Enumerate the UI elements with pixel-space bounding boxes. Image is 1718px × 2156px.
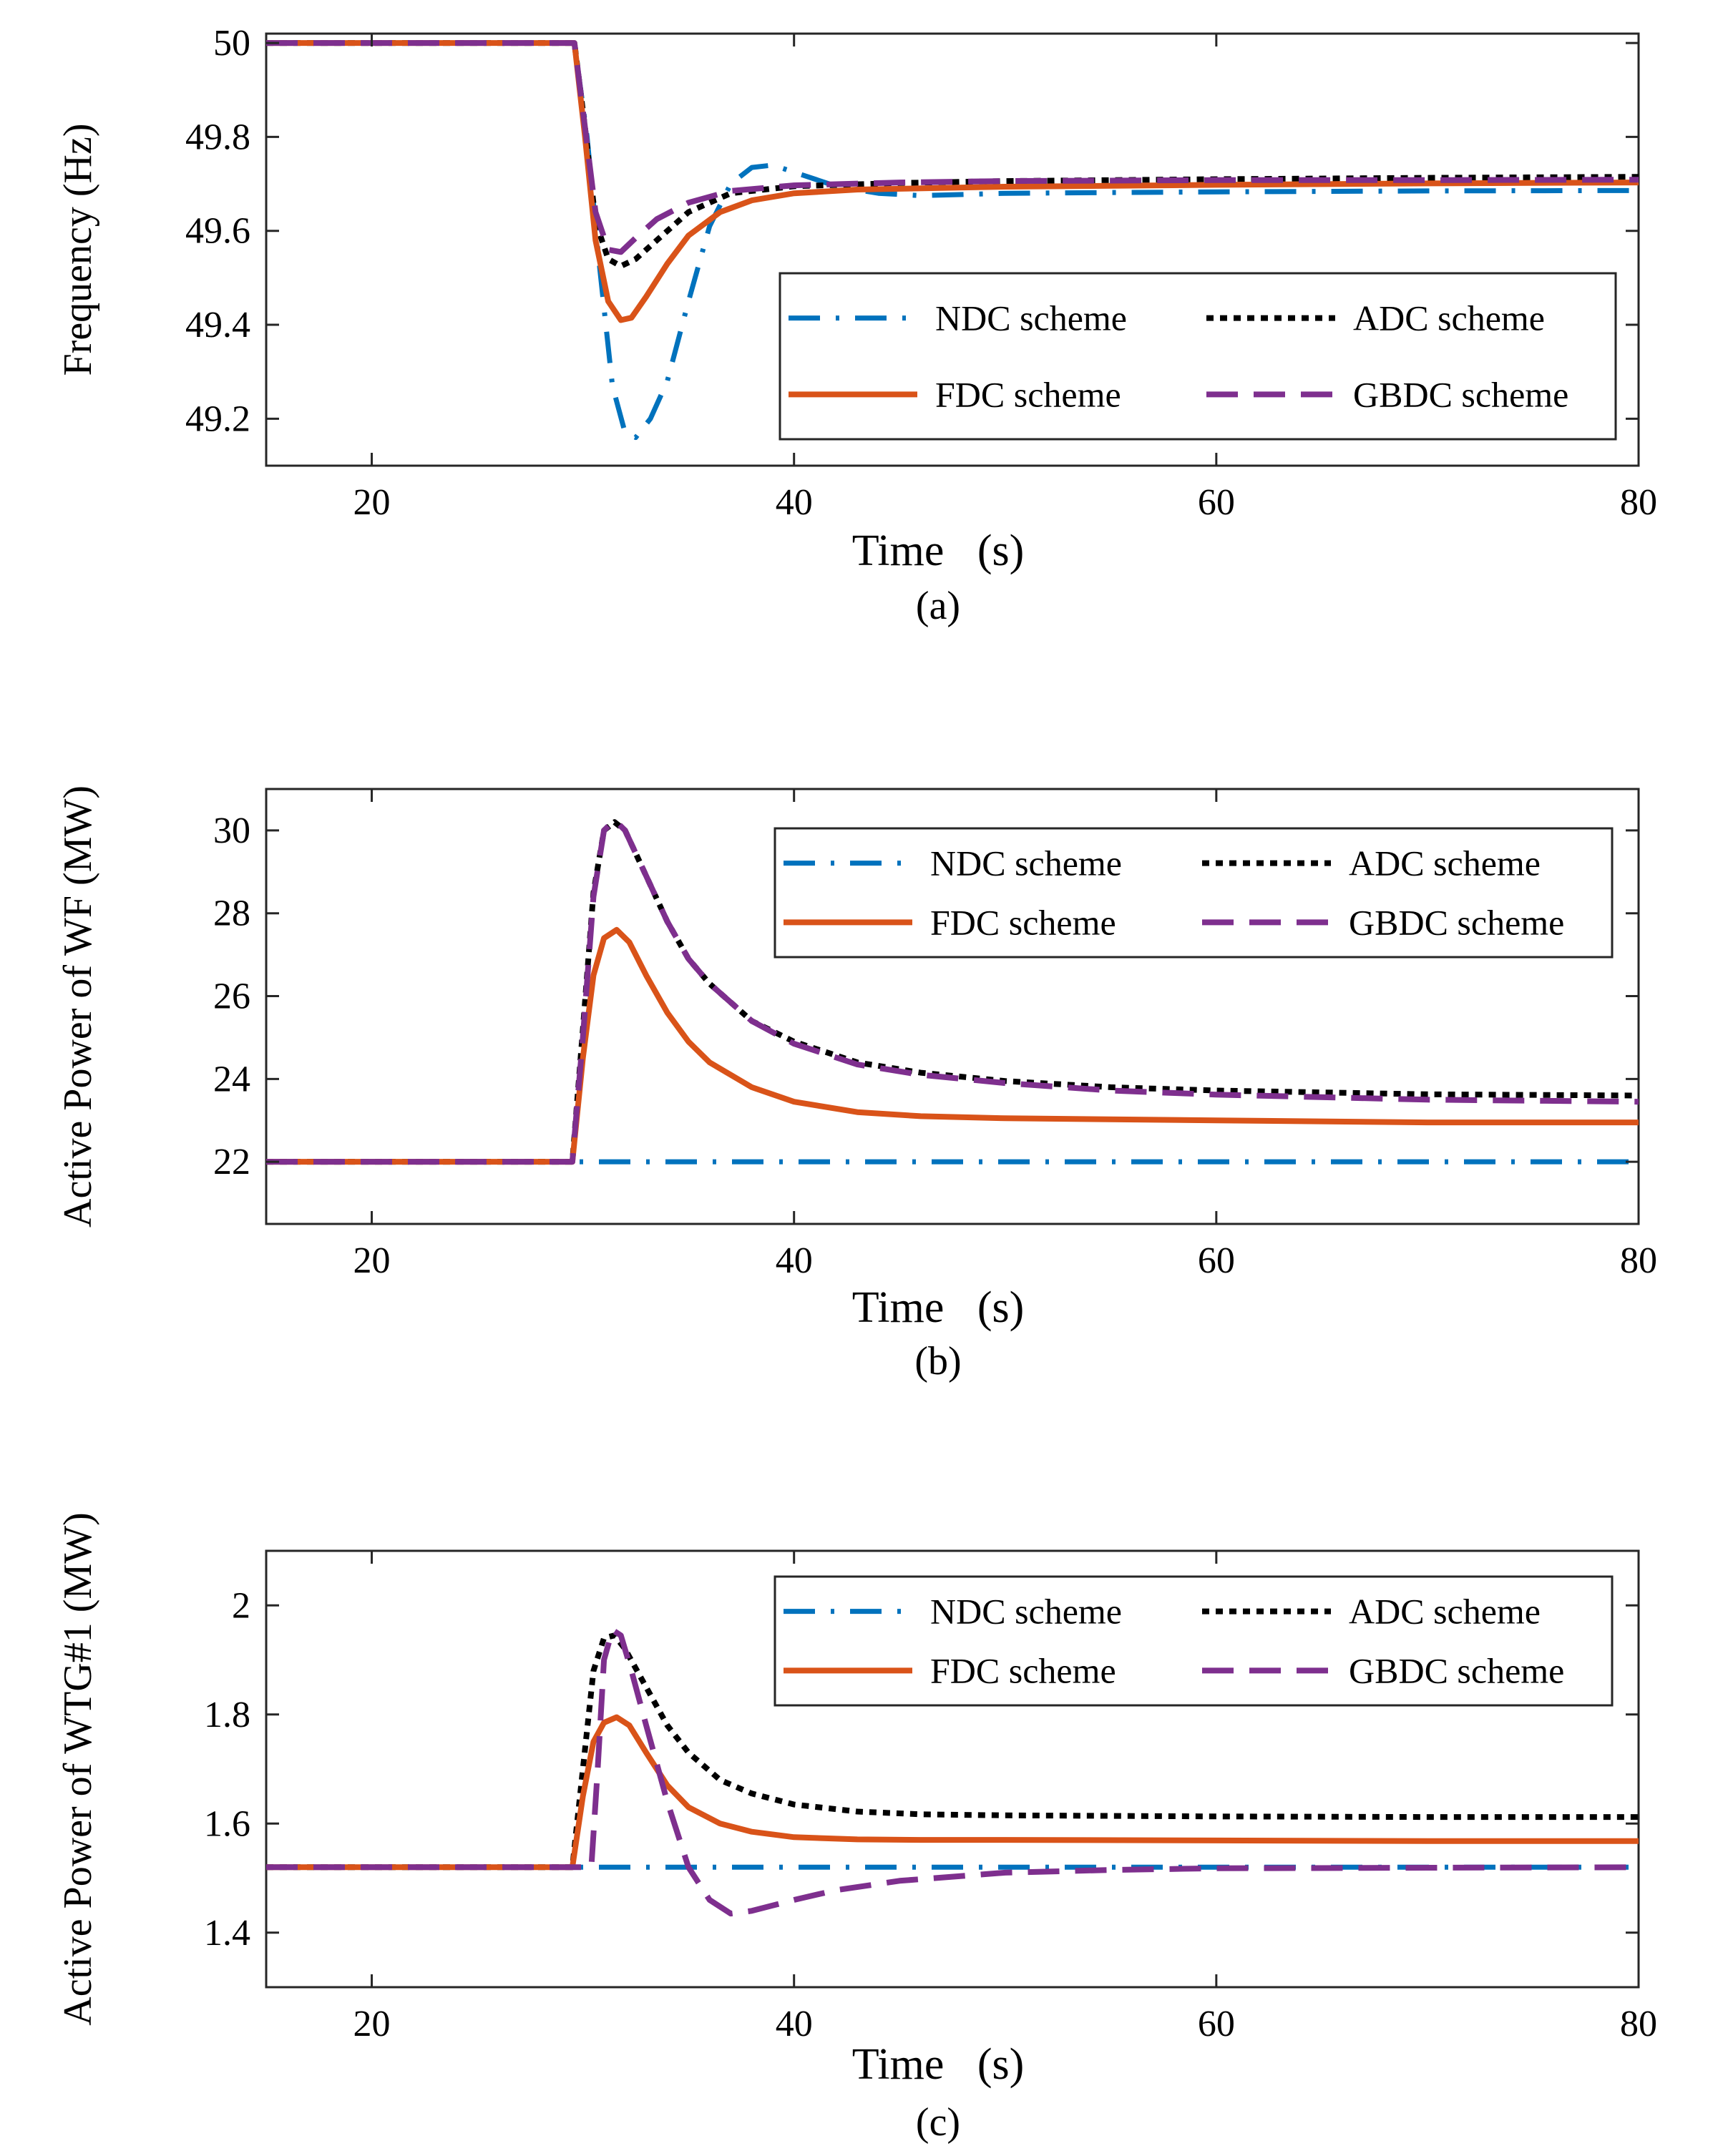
- y-axis-label: Active Power of WF (MW): [56, 785, 100, 1228]
- series-line-gbdc: [266, 40, 1639, 255]
- legend-box: [779, 272, 1617, 441]
- x-tick-label: 80: [1620, 1240, 1657, 1281]
- y-tick-label: 49.4: [185, 305, 250, 346]
- y-tick-label: 49.6: [185, 211, 250, 252]
- y-tick-label: 2: [232, 1585, 250, 1626]
- x-tick-label: 20: [353, 482, 391, 523]
- x-axis-label: Time (s): [852, 2040, 1025, 2089]
- y-tick-label: 49.8: [185, 117, 250, 157]
- legend-label-adc: ADC scheme: [1353, 298, 1545, 338]
- x-tick-label: 40: [776, 482, 813, 523]
- y-tick-label: 50: [213, 23, 250, 64]
- series-line-gbdc: [266, 817, 1639, 1165]
- legend-label-fdc: FDC scheme: [935, 374, 1121, 414]
- x-tick-label: 40: [776, 2004, 813, 2044]
- series-line-adc: [266, 1632, 1639, 1871]
- legend-label-fdc: FDC scheme: [930, 902, 1116, 942]
- series-line-fdc: [266, 926, 1639, 1165]
- tick-group: 20 40 60 80 49.2 49.4 49.6 49.8 50: [185, 23, 1657, 523]
- y-tick-label: 30: [213, 810, 250, 851]
- y-tick-label: 1.4: [204, 1913, 250, 1954]
- y-tick-label: 1.8: [204, 1695, 250, 1735]
- y-axis-label: Frequency (Hz): [56, 124, 100, 376]
- x-tick-label: 80: [1620, 2004, 1657, 2044]
- series-line-ndc: [266, 40, 1639, 441]
- y-tick-label: 1.6: [204, 1803, 250, 1844]
- tick-group: 20 40 60 80 22 24 26 28 30: [213, 789, 1657, 1281]
- series-group: [266, 817, 1639, 1165]
- y-tick-label: 24: [213, 1059, 250, 1099]
- legend: NDC scheme ADC scheme FDC scheme GBDC schem…: [779, 272, 1617, 441]
- tick-group: 20 40 60 80 1.4 1.6 1.8 2: [204, 1551, 1657, 2044]
- panel-b: 20 40 60 80 22 24 26 28 30 Time (s) Active Power…: [56, 785, 1657, 1383]
- x-axis-label: Time (s): [852, 1283, 1025, 1332]
- legend-label-ndc: NDC scheme: [930, 1592, 1122, 1632]
- x-tick-label: 40: [776, 1240, 813, 1281]
- y-tick-label: 26: [213, 976, 250, 1017]
- x-tick-label: 80: [1620, 482, 1657, 523]
- legend-label-gbdc: GBDC scheme: [1349, 902, 1564, 942]
- legend-label-adc: ADC scheme: [1349, 843, 1541, 883]
- y-axis-label: Active Power of WTG#1 (MW): [56, 1512, 100, 2025]
- panel-caption: (c): [916, 2100, 960, 2145]
- series-line-gbdc: [266, 1627, 1639, 1917]
- x-axis-label: Time (s): [852, 526, 1025, 575]
- panel-c: 20 40 60 80 1.4 1.6 1.8 2 Time (s) Active Power…: [56, 1512, 1657, 2145]
- x-tick-label: 60: [1198, 1240, 1235, 1281]
- legend: NDC scheme ADC scheme FDC scheme GBDC schem…: [773, 1575, 1614, 1707]
- series-line-fdc: [266, 40, 1639, 323]
- legend-label-adc: ADC scheme: [1349, 1592, 1541, 1632]
- legend-label-ndc: NDC scheme: [935, 298, 1127, 338]
- series-group: [266, 1627, 1639, 1917]
- panel-a: 20 40 60 80 49.2 49.4 49.6 49.8 50 Time (s) Freq…: [56, 23, 1657, 628]
- x-tick-label: 60: [1198, 2004, 1235, 2044]
- series-line-fdc: [266, 1714, 1639, 1871]
- legend-box: [773, 1575, 1614, 1707]
- legend-label-ndc: NDC scheme: [930, 843, 1122, 883]
- legend-label-fdc: FDC scheme: [930, 1650, 1116, 1690]
- y-tick-label: 49.2: [185, 398, 250, 439]
- legend-box: [773, 827, 1614, 959]
- legend-label-gbdc: GBDC scheme: [1353, 374, 1568, 414]
- legend: NDC scheme ADC scheme FDC scheme GBDC schem…: [773, 827, 1614, 959]
- series-group: [266, 40, 1639, 441]
- x-tick-label: 20: [353, 2004, 391, 2044]
- y-tick-label: 22: [213, 1142, 250, 1182]
- y-tick-label: 28: [213, 893, 250, 934]
- x-tick-label: 60: [1198, 482, 1235, 523]
- x-tick-label: 20: [353, 1240, 391, 1281]
- panel-caption: (b): [914, 1339, 961, 1383]
- panel-caption: (a): [916, 584, 960, 628]
- legend-label-gbdc: GBDC scheme: [1349, 1650, 1564, 1690]
